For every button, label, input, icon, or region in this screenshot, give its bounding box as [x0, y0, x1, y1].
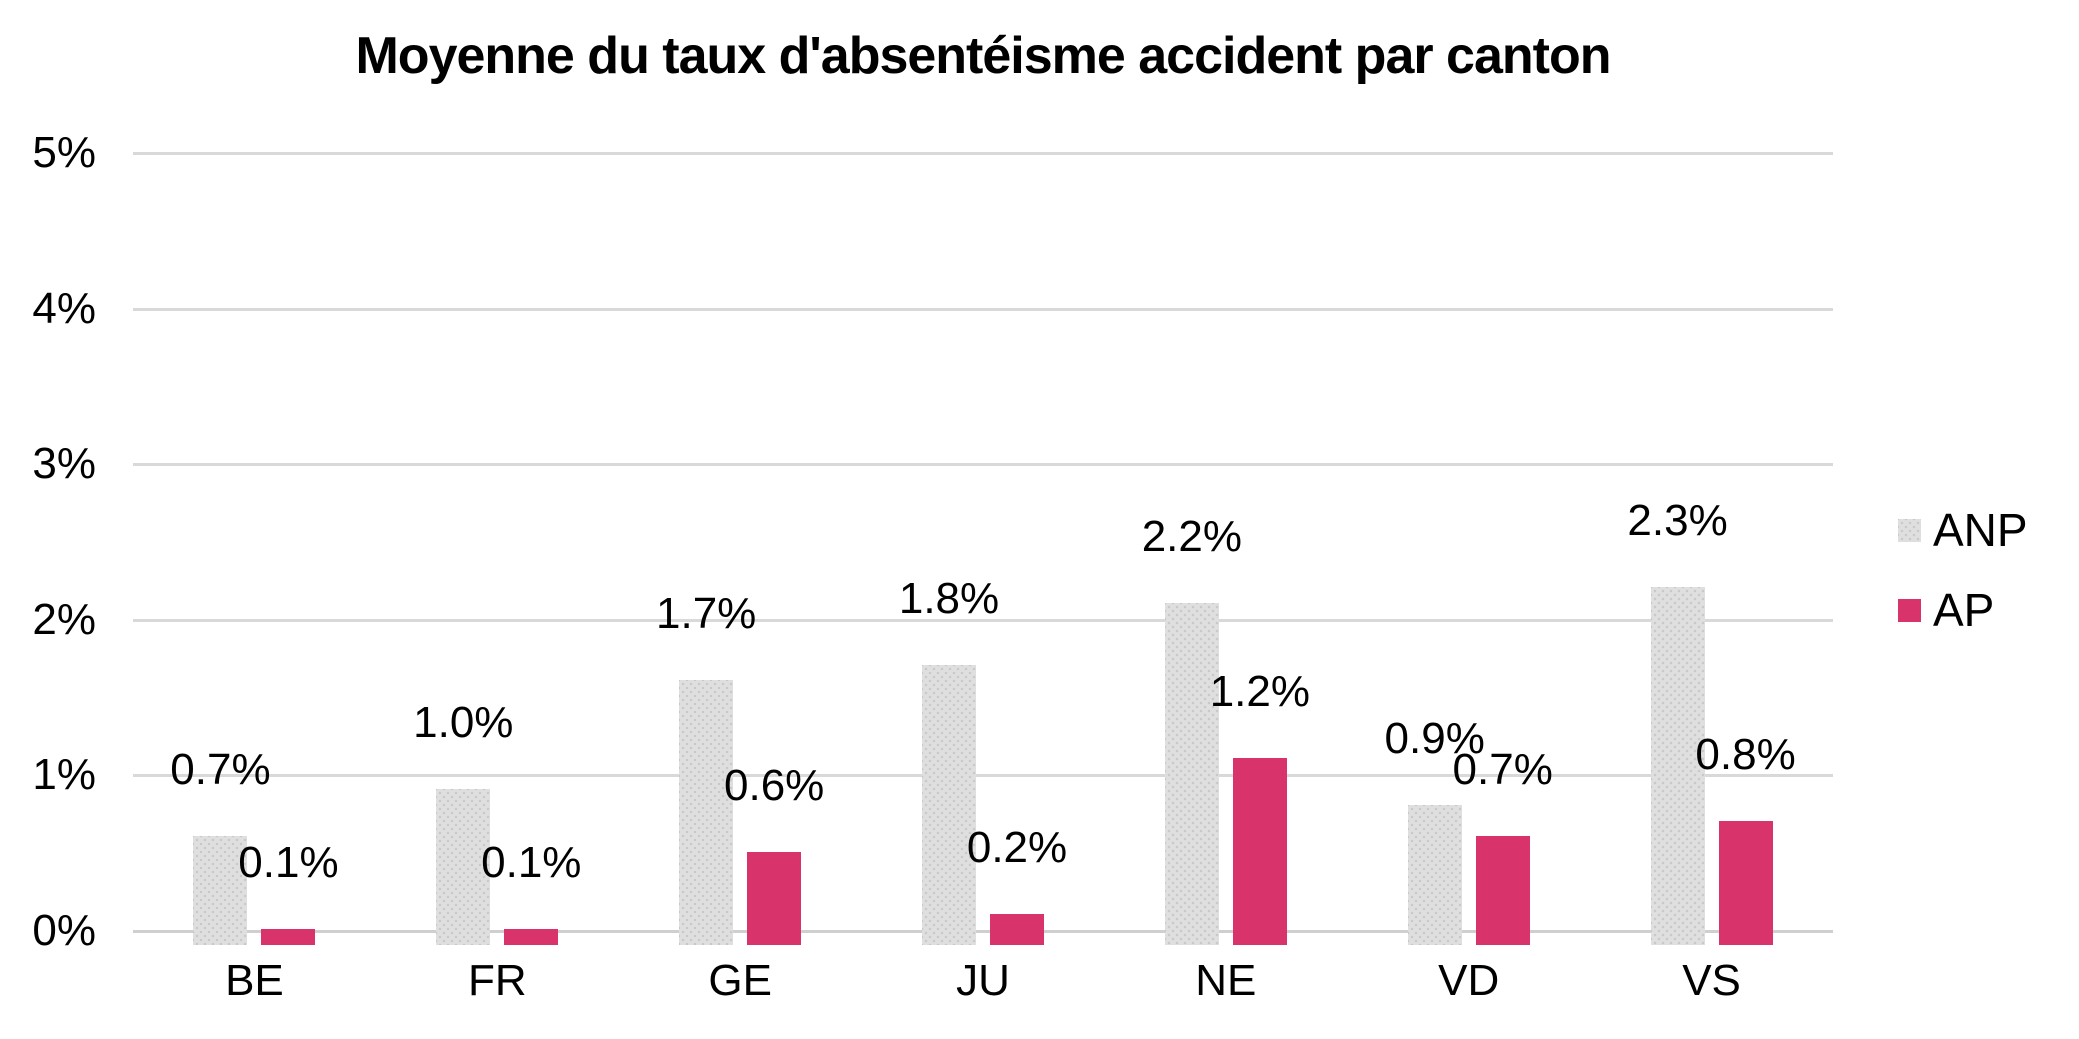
y-tick-label-3%: 3% [32, 439, 96, 489]
legend-item-ap: AP [1898, 586, 2028, 634]
legend-item-anp: ANP [1898, 506, 2028, 554]
x-tick-label-fr: FR [467, 956, 527, 1005]
gridline-2% [133, 618, 1833, 622]
gridline-0% [133, 930, 1833, 933]
bar-value-anp-fr: 1.0% [413, 698, 514, 748]
bar-ap-ju [990, 913, 1044, 945]
gridline-5% [133, 152, 1833, 155]
gridline-1% [133, 774, 1833, 778]
gridline-3% [133, 463, 1833, 467]
x-tick-label-ge: GE [708, 956, 772, 1005]
y-tick-label-4%: 4% [32, 283, 96, 333]
bar-value-anp-vs: 2.3% [1627, 496, 1728, 546]
bar-value-anp-vd: 0.9% [1384, 713, 1485, 763]
bar-anp-be [193, 836, 248, 945]
bar-anp-vd [1407, 804, 1462, 945]
plot-area: 0.7% 0.1% 1.0% 0.1% 1.7% 0.6% 1.8% 0.2% 2.2% 1.2%… [133, 145, 1833, 945]
bar-value-ap-be: 0.1% [238, 838, 339, 888]
bar-ap-fr [504, 929, 559, 945]
x-tick-label-ju: JU [956, 956, 1010, 1005]
bar-anp-fr [436, 789, 491, 945]
x-tick-label-ne: NE [1195, 956, 1257, 1005]
bar-anp-ge [679, 680, 734, 945]
bar-value-ap-vd: 0.7% [1452, 745, 1553, 795]
bar-ap-vd [1475, 836, 1530, 945]
x-tick-label-vs: VS [1682, 956, 1741, 1005]
bar-value-ap-fr: 0.1% [481, 838, 582, 888]
bar-anp-ne [1164, 602, 1219, 945]
bar-anp-ju [922, 664, 976, 945]
chart-title: Moyenne du taux d'absentéisme accident p… [355, 27, 1611, 85]
bar-value-ap-ge: 0.6% [723, 760, 825, 810]
bar-value-anp-ge: 1.7% [655, 589, 757, 639]
bar-value-anp-ju: 1.8% [898, 573, 1000, 623]
bar-ap-be [261, 929, 316, 945]
bar-value-anp-ne: 2.2% [1141, 511, 1242, 561]
y-tick-label-5%: 5% [32, 128, 96, 177]
legend-label-ap: AP [1933, 584, 1995, 636]
bar-ap-ge [747, 851, 802, 945]
x-tick-label-vd: VD [1438, 956, 1500, 1005]
bar-value-anp-be: 0.7% [170, 745, 271, 795]
legend-label-anp: ANP [1933, 504, 2028, 556]
gridline-4% [133, 307, 1833, 311]
bar-value-ap-ne: 1.2% [1209, 667, 1310, 717]
bar-anp-vs [1650, 587, 1705, 945]
legend-swatch-anp-icon [1898, 518, 1921, 542]
bar-ap-vs [1718, 820, 1773, 945]
bar-ap-ne [1232, 758, 1287, 945]
bar-value-ap-ju: 0.2% [966, 822, 1068, 872]
y-tick-label-0%: 0% [32, 906, 96, 955]
x-tick-label-be: BE [225, 956, 284, 1005]
y-tick-label-1%: 1% [32, 750, 96, 800]
y-tick-label-2%: 2% [32, 594, 96, 644]
bar-value-ap-vs: 0.8% [1695, 729, 1796, 779]
legend-swatch-ap-icon [1898, 598, 1921, 622]
legend: ANP AP [1898, 506, 2028, 666]
